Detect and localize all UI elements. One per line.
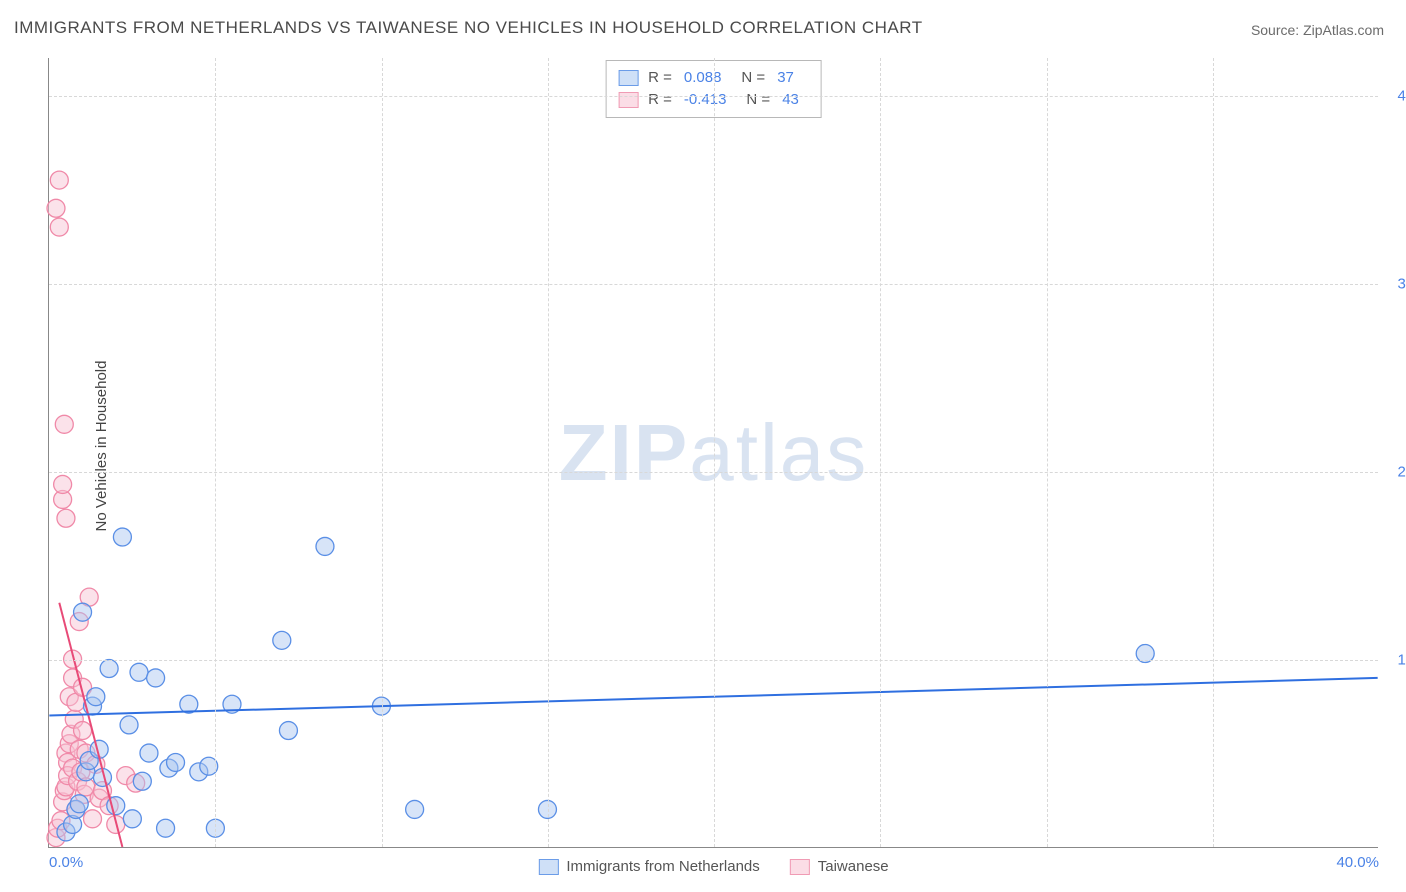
gridline-v xyxy=(1213,58,1214,847)
y-tick-label: 20.0% xyxy=(1384,463,1406,480)
scatter-point xyxy=(87,688,105,706)
scatter-point xyxy=(130,663,148,681)
legend-swatch-1 xyxy=(790,859,810,875)
scatter-point xyxy=(157,819,175,837)
gridline-v xyxy=(714,58,715,847)
scatter-point xyxy=(273,631,291,649)
chart-title: IMMIGRANTS FROM NETHERLANDS VS TAIWANESE… xyxy=(14,18,923,38)
legend-label-0: Immigrants from Netherlands xyxy=(566,858,759,875)
legend: Immigrants from Netherlands Taiwanese xyxy=(538,858,888,875)
gridline-v xyxy=(382,58,383,847)
scatter-point xyxy=(54,475,72,493)
scatter-point xyxy=(123,810,141,828)
scatter-point xyxy=(74,722,92,740)
source-value: ZipAtlas.com xyxy=(1303,22,1384,38)
gridline-v xyxy=(880,58,881,847)
gridline-v xyxy=(215,58,216,847)
legend-swatch-0 xyxy=(538,859,558,875)
scatter-point xyxy=(120,716,138,734)
y-tick-label: 30.0% xyxy=(1384,275,1406,292)
source-attribution: Source: ZipAtlas.com xyxy=(1251,22,1384,38)
gridline-v xyxy=(1047,58,1048,847)
y-tick-label: 10.0% xyxy=(1384,651,1406,668)
legend-item-1: Taiwanese xyxy=(790,858,889,875)
x-tick-label: 0.0% xyxy=(49,854,83,871)
scatter-point xyxy=(279,722,297,740)
scatter-point xyxy=(406,800,424,818)
scatter-point xyxy=(57,509,75,527)
scatter-point xyxy=(113,528,131,546)
scatter-point xyxy=(55,415,73,433)
scatter-point xyxy=(147,669,165,687)
gridline-v xyxy=(548,58,549,847)
scatter-point xyxy=(50,218,68,236)
plot-area: ZIPatlas R = 0.088 N = 37 R = -0.413 N =… xyxy=(48,58,1378,848)
source-label: Source: xyxy=(1251,22,1299,38)
scatter-point xyxy=(133,772,151,790)
scatter-point xyxy=(140,744,158,762)
x-tick-label: 40.0% xyxy=(1336,854,1379,871)
scatter-point xyxy=(47,199,65,217)
legend-label-1: Taiwanese xyxy=(818,858,889,875)
scatter-point xyxy=(167,753,185,771)
scatter-point xyxy=(74,603,92,621)
scatter-point xyxy=(84,810,102,828)
scatter-point xyxy=(316,537,334,555)
legend-item-0: Immigrants from Netherlands xyxy=(538,858,759,875)
y-tick-label: 40.0% xyxy=(1384,87,1406,104)
scatter-point xyxy=(100,660,118,678)
scatter-point xyxy=(70,795,88,813)
scatter-point xyxy=(50,171,68,189)
